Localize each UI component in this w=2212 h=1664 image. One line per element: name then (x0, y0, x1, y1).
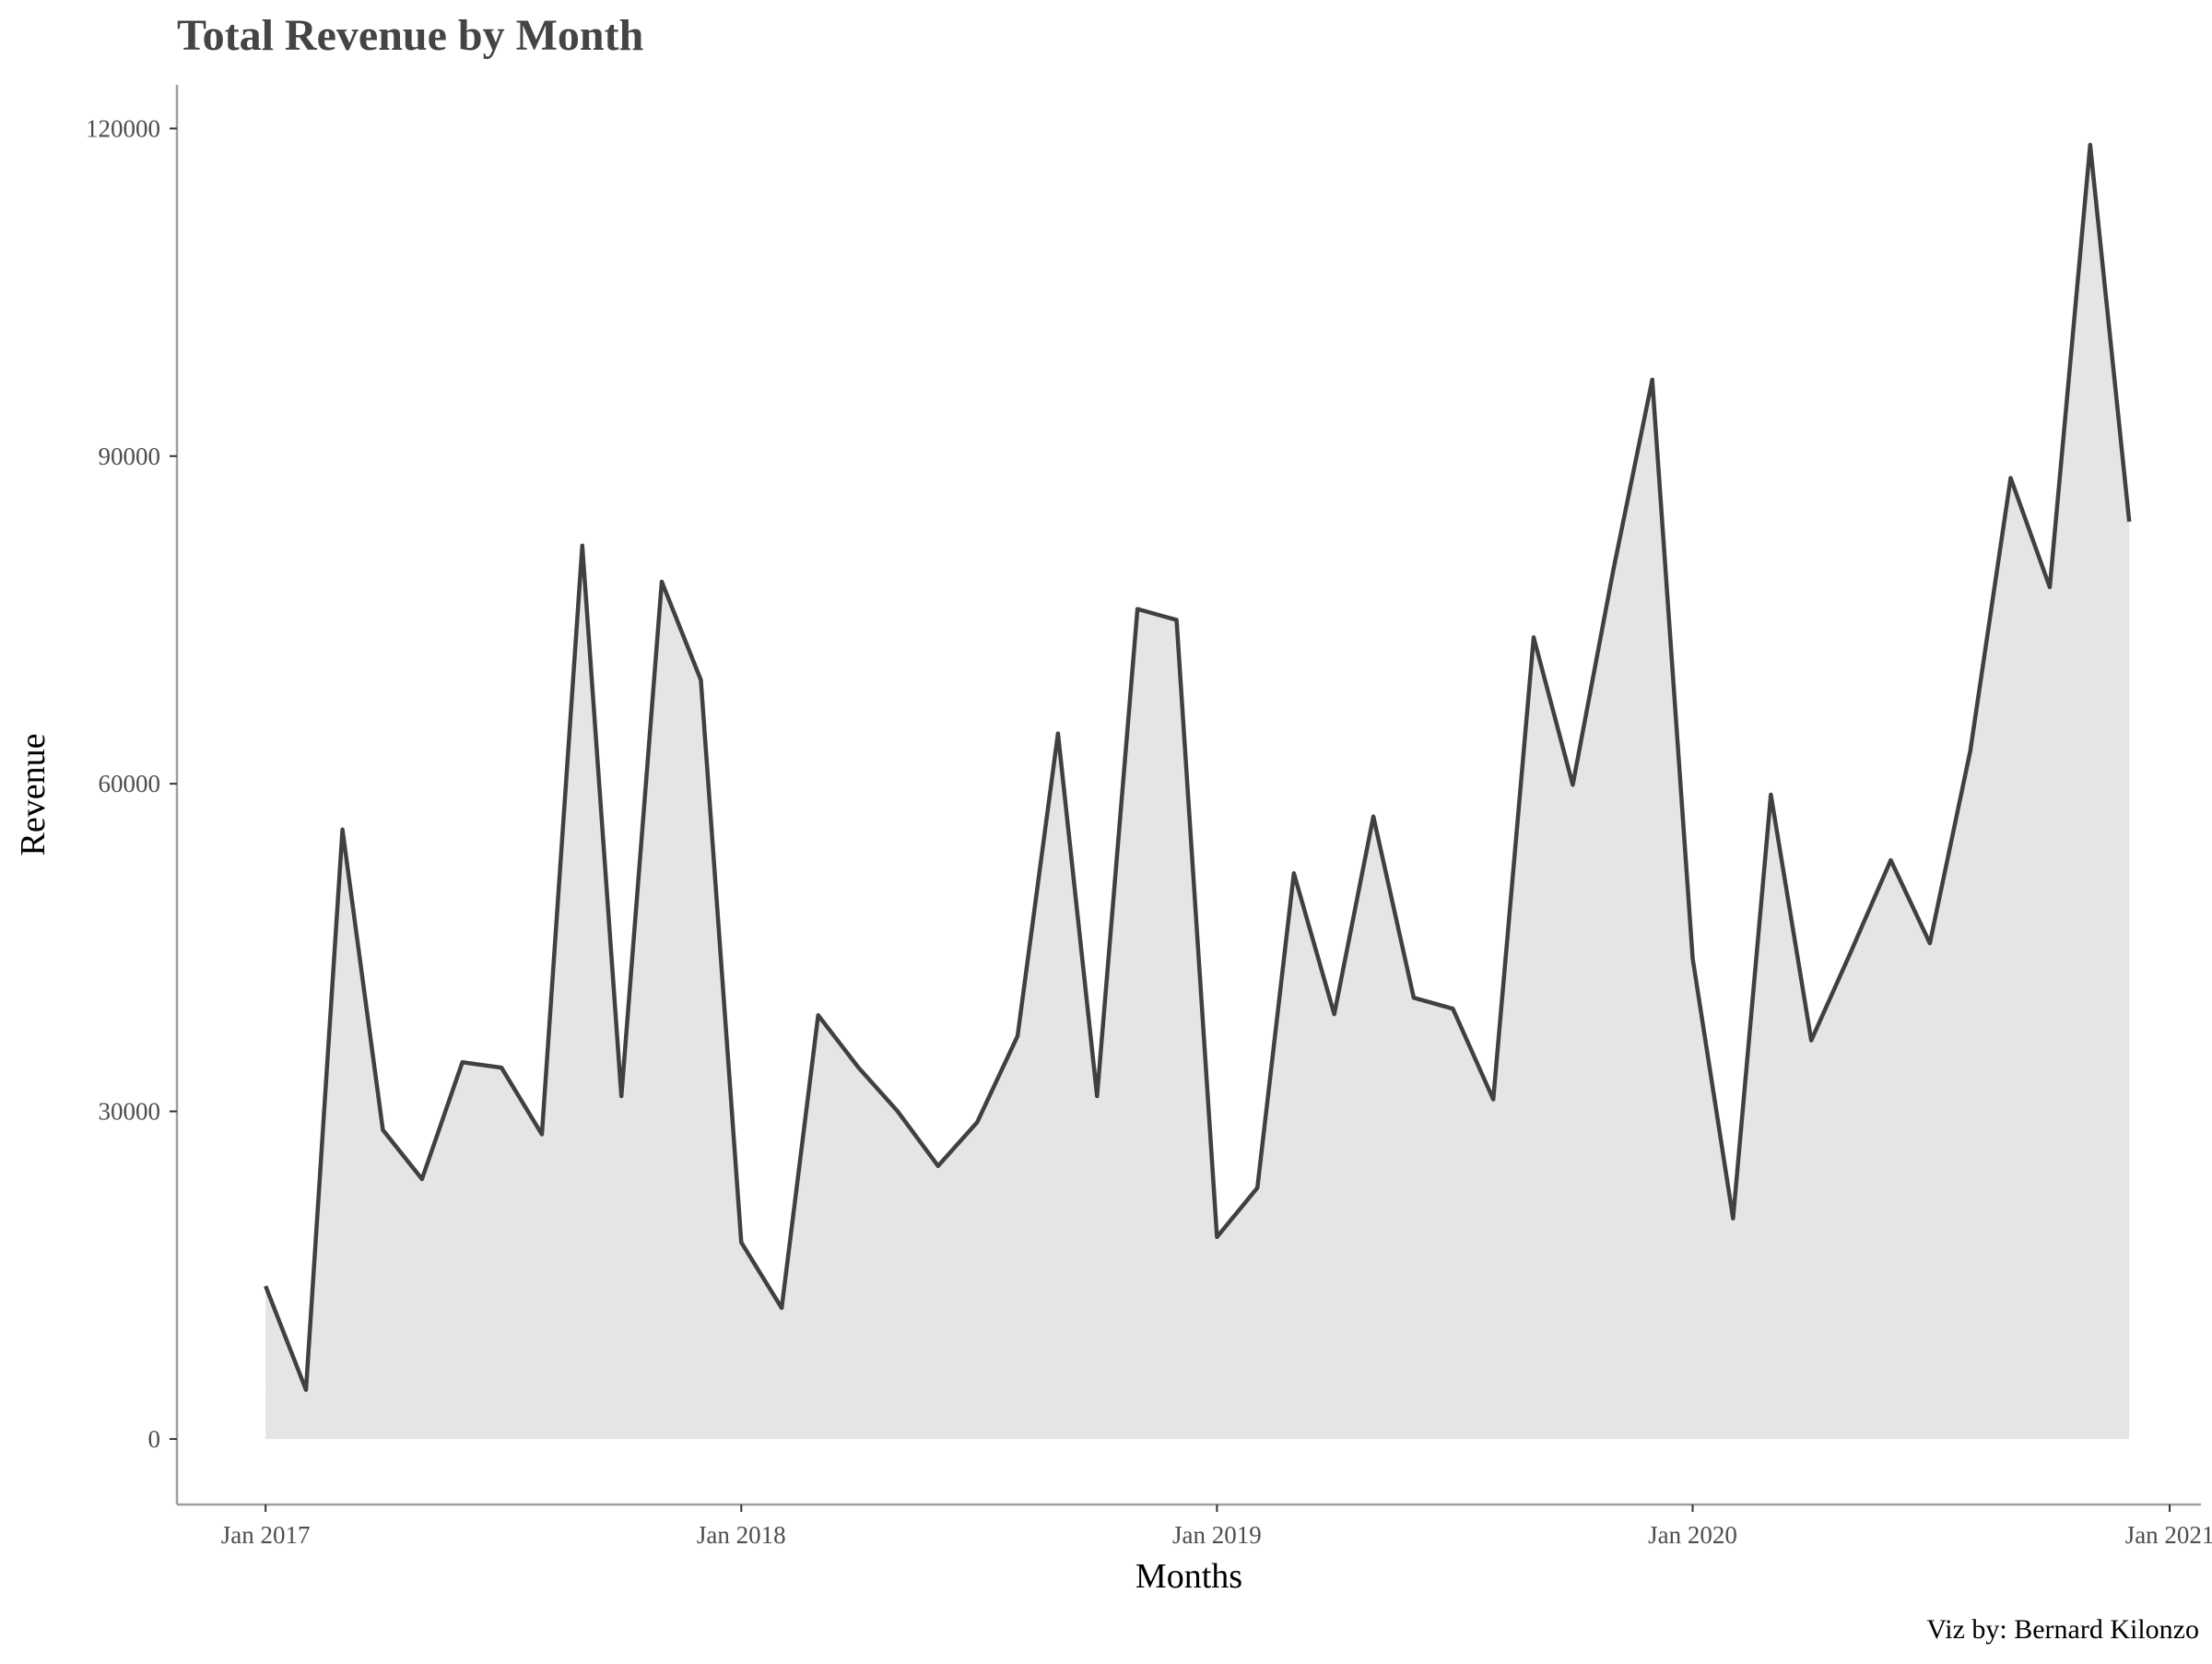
revenue-line (264, 142, 2132, 1392)
chart-title: Total Revenue by Month (177, 11, 643, 60)
y-axis-ticks: 0 30000 60000 90000 120000 (86, 114, 177, 1453)
y-axis-title: Revenue (14, 734, 53, 856)
revenue-area (265, 145, 2130, 1439)
chart-caption: Viz by: Bernard Kilonzo (1926, 1614, 2199, 1645)
plot-area (264, 142, 2132, 1439)
x-tick-label: Jan 2021 (2125, 1521, 2212, 1549)
y-tick-label: 60000 (99, 770, 161, 797)
x-tick-label: Jan 2019 (1172, 1521, 1262, 1549)
x-tick-label: Jan 2017 (221, 1521, 311, 1549)
y-tick-label: 0 (148, 1425, 161, 1453)
x-tick-label: Jan 2018 (697, 1521, 786, 1549)
x-axis-title: Months (1135, 1557, 1242, 1596)
y-tick-label: 120000 (86, 114, 160, 142)
y-tick-label: 30000 (99, 1098, 161, 1126)
x-tick-label: Jan 2020 (1648, 1521, 1737, 1549)
x-axis-ticks: Jan 2017 Jan 2018 Jan 2019 Jan 2020 Jan 2021 (221, 1505, 2212, 1549)
y-tick-label: 90000 (99, 443, 161, 470)
